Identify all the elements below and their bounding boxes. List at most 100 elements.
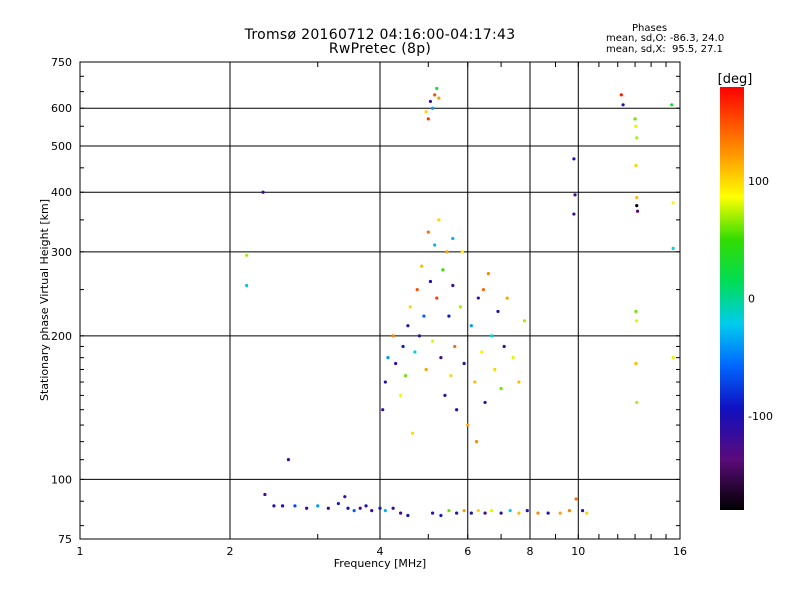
chart-subtitle: RwPretec (8p) xyxy=(328,41,432,57)
axis-ticks: 1 2 4 6 8 10 16 75 100 200 300 400 500 600 750 xyxy=(51,56,687,558)
data-point xyxy=(370,509,374,513)
phases-x-stats: mean, sd,X: 95.5, 27.1 xyxy=(606,44,723,55)
data-point xyxy=(346,506,350,510)
data-point xyxy=(633,117,637,121)
data-point xyxy=(469,324,473,328)
data-point xyxy=(441,268,445,272)
data-point xyxy=(480,350,484,354)
data-point xyxy=(364,504,368,508)
data-point xyxy=(410,431,415,435)
data-point xyxy=(286,458,291,462)
data-point xyxy=(435,296,439,300)
data-point xyxy=(280,504,285,508)
data-point xyxy=(621,103,625,107)
colorbar-label: [deg] xyxy=(718,72,753,87)
y-tick-label: 300 xyxy=(51,246,72,259)
data-point xyxy=(462,361,466,366)
y-tick-label: 75 xyxy=(58,533,72,546)
data-point xyxy=(567,509,572,513)
data-point xyxy=(536,511,540,515)
data-point xyxy=(499,511,503,515)
data-point xyxy=(433,243,437,247)
data-point xyxy=(573,193,577,197)
data-point xyxy=(305,506,309,510)
x-tick-label: 16 xyxy=(673,545,687,558)
data-point xyxy=(476,296,480,300)
data-point xyxy=(635,209,640,213)
data-point xyxy=(517,511,521,515)
data-point xyxy=(671,201,675,205)
x-tick-label: 10 xyxy=(571,545,585,558)
y-tick-label: 600 xyxy=(51,102,72,115)
data-point xyxy=(437,218,441,222)
data-point xyxy=(580,509,585,513)
colorbar-tick-label: 0 xyxy=(748,293,755,306)
data-point xyxy=(391,334,395,338)
data-point xyxy=(381,408,385,412)
data-point xyxy=(634,124,638,128)
data-point xyxy=(293,504,297,508)
data-point xyxy=(443,393,447,398)
data-point xyxy=(399,511,403,515)
data-points xyxy=(245,86,675,518)
data-point xyxy=(496,309,500,314)
data-point xyxy=(451,283,455,288)
data-point xyxy=(261,190,265,194)
data-point xyxy=(634,361,638,366)
data-point xyxy=(439,513,443,518)
x-tick-label: 4 xyxy=(377,545,384,558)
chart-title: Tromsø 20160712 04:16:00-04:17:43 xyxy=(244,27,516,43)
y-tick-label: 400 xyxy=(51,186,72,199)
data-point xyxy=(671,246,675,250)
data-point xyxy=(433,93,437,97)
data-point xyxy=(445,250,449,254)
data-point xyxy=(272,504,276,508)
data-point xyxy=(449,374,453,378)
data-point xyxy=(483,400,487,405)
data-point xyxy=(263,492,267,497)
data-point xyxy=(525,509,529,513)
grid-lines xyxy=(80,62,680,539)
x-tick-label: 1 xyxy=(77,545,84,558)
data-point xyxy=(619,93,623,97)
data-point xyxy=(490,334,494,338)
data-point xyxy=(391,506,395,510)
data-point xyxy=(401,344,405,349)
y-tick-label: 200 xyxy=(51,330,72,343)
phases-o-stats: mean, sd,O: -86.3, 24.0 xyxy=(606,33,725,44)
data-point xyxy=(634,309,638,314)
data-point xyxy=(316,504,320,508)
data-point xyxy=(635,195,639,200)
data-point xyxy=(415,287,419,292)
data-point xyxy=(483,511,487,515)
data-point xyxy=(574,497,578,501)
data-point xyxy=(428,279,433,284)
data-point xyxy=(383,509,387,513)
data-point xyxy=(493,367,497,372)
data-point xyxy=(508,509,512,513)
data-point xyxy=(406,324,410,328)
data-point xyxy=(517,380,521,384)
y-tick-label: 750 xyxy=(51,56,72,69)
data-point xyxy=(460,250,464,254)
data-point xyxy=(572,157,576,161)
data-point xyxy=(245,253,249,257)
data-point xyxy=(481,287,485,292)
data-point xyxy=(634,163,638,168)
data-point xyxy=(447,314,451,318)
data-point xyxy=(408,305,412,309)
data-point xyxy=(399,393,403,398)
y-tick-label: 100 xyxy=(51,473,72,486)
data-point xyxy=(336,501,340,506)
data-point xyxy=(426,230,430,234)
data-point xyxy=(430,511,435,515)
data-point xyxy=(455,408,459,412)
data-point xyxy=(424,367,428,372)
data-point xyxy=(486,272,490,276)
data-point xyxy=(430,339,435,343)
x-axis-label: Frequency [MHz] xyxy=(334,557,426,570)
data-point xyxy=(670,103,674,107)
data-point xyxy=(406,513,410,518)
data-point xyxy=(499,387,503,391)
